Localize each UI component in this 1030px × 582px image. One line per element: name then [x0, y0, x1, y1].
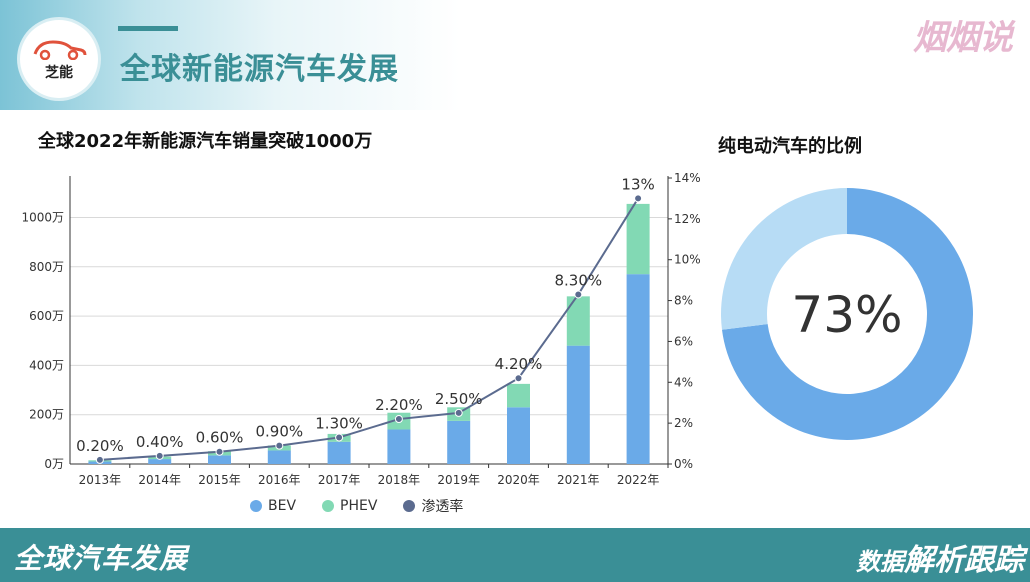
y-left-tick-label: 800万 [29, 260, 64, 274]
rate-data-label: 4.20% [495, 355, 543, 373]
legend-swatch-rate [403, 500, 416, 512]
rate-data-label: 0.40% [136, 433, 184, 451]
donut-center-label: 73% [791, 286, 902, 344]
rate-data-label: 0.60% [196, 429, 244, 447]
y-left-tick-label: 0万 [44, 457, 64, 471]
bar-bev [148, 459, 172, 464]
rate-point [275, 441, 284, 450]
y-right-tick-label: 8% [674, 294, 693, 308]
series-line-rate [99, 197, 639, 461]
bev-share-donut: 73% [721, 188, 973, 440]
rate-point [634, 194, 643, 203]
y-right-tick-label: 0% [674, 457, 693, 471]
bar-bev [387, 429, 411, 464]
rate-data-label: 0.20% [76, 437, 124, 455]
footer-right-big: 解析跟踪 [904, 543, 1024, 578]
donut-slice [721, 188, 847, 330]
footer-right-small: 数据 [856, 548, 904, 576]
rate-point [394, 415, 403, 424]
x-tick-label: 2020年 [497, 473, 540, 487]
header-rule [118, 26, 178, 31]
bar-bev [507, 407, 530, 464]
x-tick-label: 2018年 [378, 473, 421, 487]
footer-left-text: 全球汽车发展 [14, 542, 189, 575]
footer-right-text: 数据解析跟踪 [856, 535, 1024, 579]
bar-bev [626, 274, 650, 464]
bar-phev [626, 203, 650, 275]
logo-text: 芝能 [45, 65, 73, 81]
rate-point [95, 455, 104, 464]
rate-data-label: 8.30% [554, 271, 602, 289]
rate-data-label: 1.30% [315, 414, 363, 432]
legend-item-phev: PHEV [322, 498, 377, 514]
x-tick-label: 2016年 [258, 473, 301, 487]
legend-label-phev: PHEV [340, 498, 378, 514]
legend-swatch-bev [250, 500, 262, 512]
rate-point [335, 433, 344, 442]
legend-label-rate: 渗透率 [421, 499, 464, 515]
rate-data-label: 2.50% [435, 390, 483, 408]
bar-bev [208, 455, 231, 464]
sales-chart: 0万 200万 400万 600万 800万 1000万 0% 2% 4% 6% 8% 10% 12% 1… [21, 171, 700, 487]
bar-bev [566, 345, 590, 464]
rate-point [215, 447, 224, 456]
rate-data-label: 13% [621, 175, 654, 193]
logo: 芝能 [20, 20, 98, 98]
y-left-tick-label: 400万 [29, 358, 64, 372]
footer-bar: 全球汽车发展 数据解析跟踪 [0, 528, 1030, 582]
bar-bev [267, 450, 291, 464]
x-tick-label: 2019年 [437, 473, 480, 487]
legend-swatch-phev [322, 500, 335, 512]
legend-item-bev: BEV [250, 498, 296, 514]
page-title: 全球新能源汽车发展 [120, 52, 399, 87]
donut-chart-title: 纯电动汽车的比例 [718, 136, 862, 157]
y-right-tick-label: 2% [674, 416, 693, 430]
car-logo-icon [33, 40, 87, 60]
legend-item-rate: 渗透率 [403, 496, 463, 516]
y-right-tick-label: 10% [674, 253, 700, 267]
y-right-tick-label: 6% [674, 334, 693, 348]
bar-bev [447, 420, 471, 464]
rate-data-label: 2.20% [375, 396, 423, 414]
x-tick-label: 2017年 [318, 473, 361, 487]
donut-slice [721, 188, 973, 440]
x-tick-label: 2015年 [198, 473, 241, 487]
bar-bev [327, 441, 351, 464]
rate-point [155, 451, 164, 460]
rate-point [574, 290, 583, 299]
chart-legend: BEV PHEV 渗透率 [250, 496, 463, 516]
rate-data-label: 0.90% [255, 423, 303, 441]
x-tick-label: 2022年 [617, 473, 660, 487]
legend-label-bev: BEV [268, 498, 297, 514]
y-left-tick-label: 600万 [29, 309, 64, 323]
x-tick-label: 2021年 [557, 473, 600, 487]
rate-point [454, 408, 463, 417]
bar-phev [566, 296, 590, 346]
brand-watermark: 烟烟说 [913, 18, 1013, 58]
rate-point [514, 374, 523, 383]
y-right-tick-label: 4% [674, 375, 693, 389]
x-tick-label: 2013年 [79, 473, 122, 487]
y-right-tick-label: 12% [674, 212, 700, 226]
y-left-tick-label: 200万 [29, 408, 64, 422]
y-left-tick-label: 1000万 [21, 210, 64, 224]
x-tick-label: 2014年 [138, 473, 181, 487]
y-right-tick-label: 14% [674, 171, 700, 185]
bar-phev [507, 383, 530, 408]
bar-chart-title: 全球2022年新能源汽车销量突破1000万 [38, 131, 373, 152]
